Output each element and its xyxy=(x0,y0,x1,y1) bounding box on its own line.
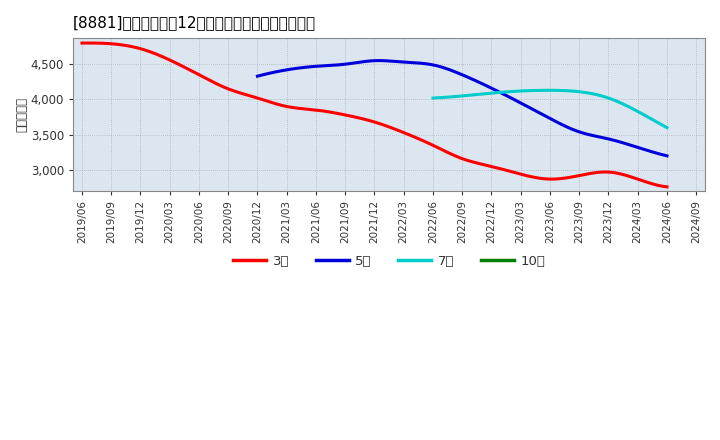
Text: [8881]　当期純利益12か月移動合計の平均値の推移: [8881] 当期純利益12か月移動合計の平均値の推移 xyxy=(73,15,316,30)
Legend: 3年, 5年, 7年, 10年: 3年, 5年, 7年, 10年 xyxy=(228,249,550,273)
Y-axis label: （百万円）: （百万円） xyxy=(15,97,28,132)
